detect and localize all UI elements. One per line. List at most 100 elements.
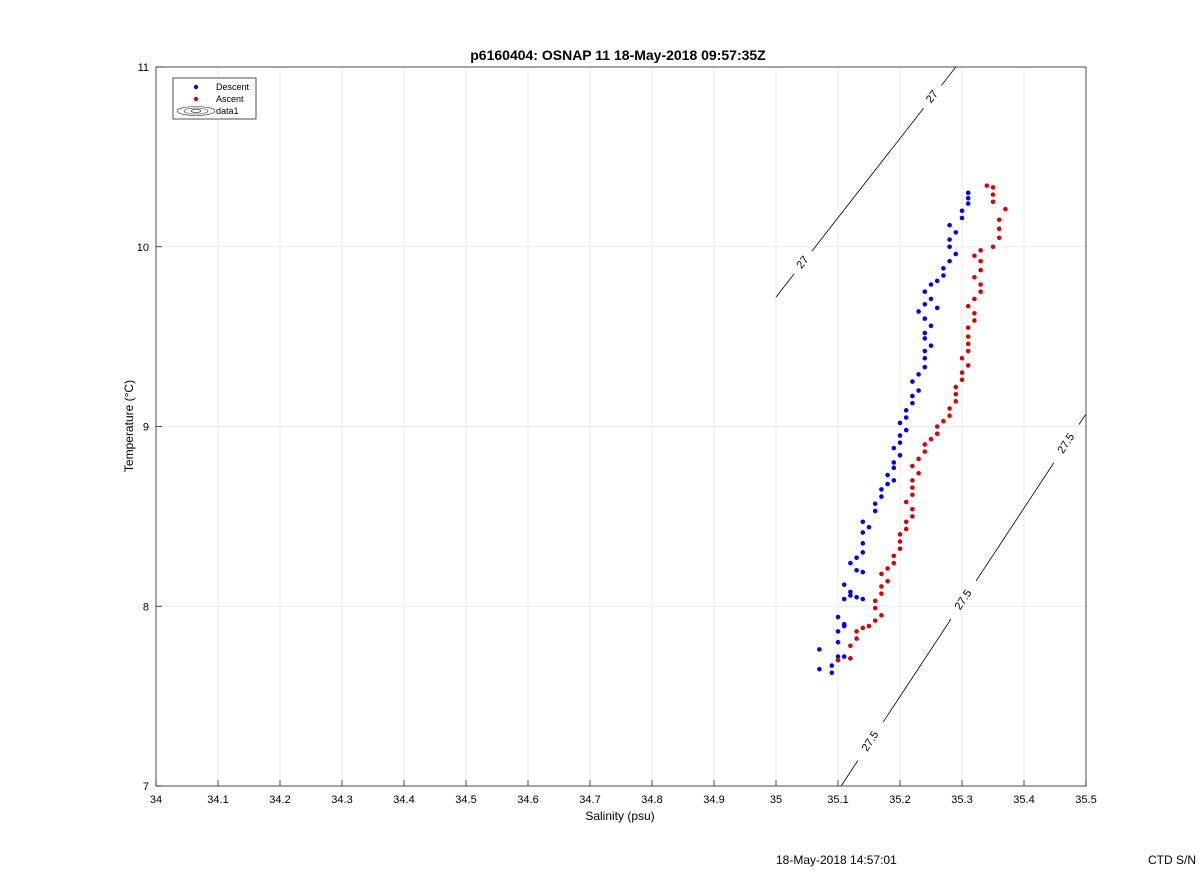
legend-marker-ascent	[193, 96, 199, 102]
descent-point	[916, 309, 921, 314]
data-points	[817, 183, 1008, 676]
ascent-point	[922, 442, 928, 447]
descent-point	[860, 530, 866, 535]
y-tick-label: 9	[143, 422, 149, 434]
ascent-point	[990, 185, 996, 190]
descent-point	[947, 237, 952, 242]
x-tick-label: 34.3	[331, 794, 352, 806]
ascent-point	[872, 605, 878, 611]
ascent-point	[903, 499, 909, 505]
contour-label: 27	[924, 88, 941, 105]
ascent-point	[934, 424, 940, 429]
ascent-point	[848, 656, 853, 661]
ascent-point	[885, 566, 890, 571]
descent-point	[885, 472, 890, 478]
descent-point	[879, 487, 884, 492]
ascent-point	[891, 560, 897, 566]
descent-point	[922, 355, 928, 361]
ascent-point	[910, 463, 915, 469]
ascent-point	[1003, 206, 1008, 212]
descent-point	[903, 408, 909, 413]
legend-marker-descent	[193, 84, 199, 90]
descent-point	[928, 343, 934, 348]
legend-label-data1: data1	[216, 106, 239, 116]
ascent-point	[959, 377, 965, 383]
ascent-point	[916, 456, 921, 462]
density-contour-1	[975, 462, 1055, 582]
ascent-point	[972, 275, 977, 280]
y-tick-label: 8	[143, 601, 149, 613]
descent-point	[891, 478, 897, 483]
descent-point	[835, 639, 841, 645]
descent-point	[835, 654, 841, 659]
descent-point	[965, 195, 971, 201]
descent-point	[817, 647, 822, 652]
x-tick-label: 35.5	[1075, 794, 1096, 806]
descent-point	[947, 222, 952, 228]
y-tick-label: 7	[143, 781, 149, 793]
y-tick-label: 10	[137, 242, 149, 254]
ascent-point	[953, 391, 959, 397]
y-axis-label: Temperature (°C)	[122, 380, 136, 472]
descent-point	[941, 266, 946, 271]
footer-timestamp: 18-May-2018 14:57:01	[776, 853, 897, 867]
descent-point	[934, 278, 940, 284]
descent-point	[922, 289, 928, 294]
ascent-point	[965, 303, 971, 309]
ascent-point	[910, 506, 915, 512]
descent-point	[916, 388, 921, 393]
descent-point	[959, 208, 965, 214]
density-contour-0	[811, 108, 924, 252]
x-tick-label: 34.1	[207, 794, 228, 806]
descent-point	[910, 400, 915, 406]
ascent-point	[978, 258, 983, 264]
ascent-point	[922, 449, 928, 454]
descent-point	[922, 316, 928, 321]
ascent-point	[953, 384, 959, 390]
density-contour-1	[840, 760, 859, 787]
x-tick-label: 34.4	[393, 794, 414, 806]
descent-point	[848, 589, 853, 595]
descent-point	[897, 452, 903, 458]
descent-point	[848, 593, 853, 598]
ascent-point	[965, 363, 971, 368]
ascent-point	[984, 183, 990, 188]
ascent-point	[848, 643, 853, 649]
descent-point	[866, 524, 872, 530]
x-tick-label: 34.9	[703, 794, 724, 806]
descent-point	[835, 629, 841, 634]
footer-ctd-serial: CTD S/N	[1148, 853, 1196, 867]
ascent-point	[872, 618, 878, 623]
legend-label-ascent: Ascent	[216, 94, 244, 104]
legend: Descent Ascent data1	[172, 77, 257, 120]
ascent-point	[947, 413, 952, 419]
descent-point	[860, 596, 866, 602]
descent-point	[854, 568, 859, 573]
descent-point	[835, 614, 841, 620]
ascent-point	[965, 334, 971, 339]
ascent-point	[959, 355, 965, 361]
x-tick-label: 34.5	[455, 794, 476, 806]
descent-point	[891, 460, 897, 465]
descent-point	[947, 244, 952, 250]
descent-point	[910, 393, 915, 399]
density-contour-0	[940, 66, 957, 86]
descent-point	[910, 379, 915, 384]
ascent-point	[928, 436, 934, 442]
descent-point	[872, 508, 878, 514]
descent-point	[965, 190, 971, 196]
descent-point	[854, 594, 859, 600]
ascent-point	[972, 318, 977, 323]
ascent-point	[860, 625, 866, 631]
descent-point	[916, 372, 921, 377]
descent-point	[965, 201, 971, 206]
descent-point	[922, 301, 928, 307]
descent-point	[841, 596, 847, 602]
x-tick-label: 34	[150, 794, 162, 806]
ascent-point	[885, 578, 890, 584]
descent-point	[934, 305, 940, 311]
descent-point	[922, 336, 928, 341]
ascent-point	[959, 370, 965, 375]
descent-point	[860, 519, 866, 525]
chart-title: p6160404: OSNAP 11 18-May-2018 09:57:35Z	[470, 47, 766, 63]
